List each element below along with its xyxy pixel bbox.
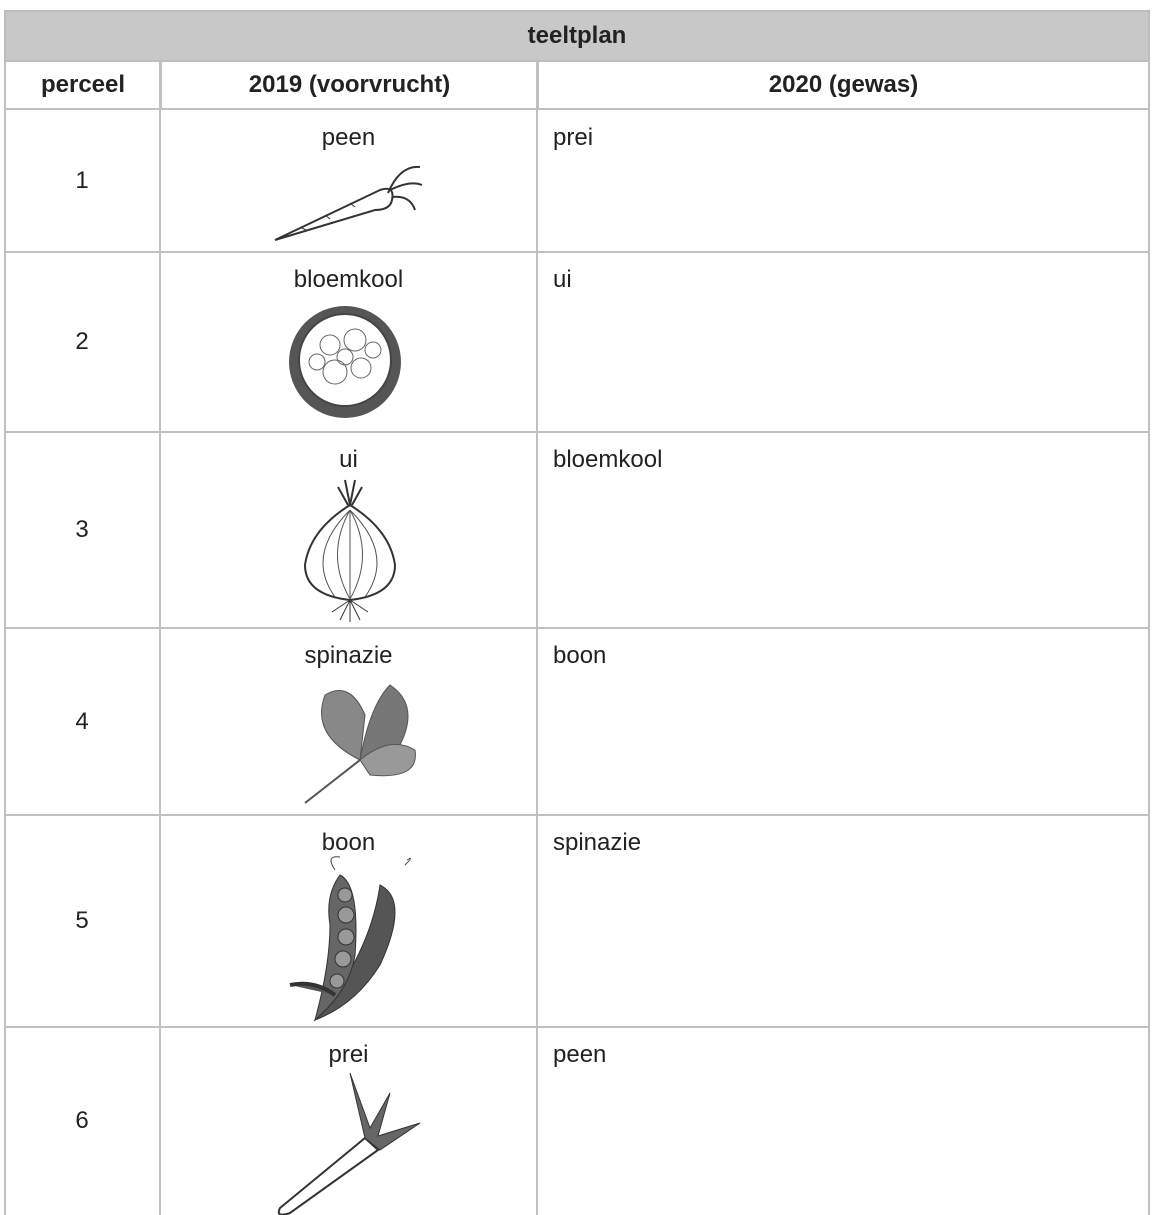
cauliflower-illustration bbox=[285, 300, 405, 425]
plot-number: 6 bbox=[4, 1107, 160, 1135]
spinach-illustration bbox=[300, 675, 425, 805]
page: teeltplan perceel 2019 (voorvrucht) 2020… bbox=[0, 0, 1155, 1215]
border bbox=[4, 62, 6, 1215]
table-title: teeltplan bbox=[4, 10, 1150, 62]
column-header: perceel bbox=[4, 62, 160, 110]
crop: boon bbox=[553, 642, 606, 670]
previous-crop: bloemkool bbox=[160, 266, 537, 294]
crop: bloemkool bbox=[553, 446, 662, 474]
previous-crop: boon bbox=[160, 829, 537, 857]
plot-number: 2 bbox=[4, 328, 160, 356]
crop: ui bbox=[553, 266, 572, 294]
border bbox=[4, 1026, 1150, 1028]
column-header: 2019 (voorvrucht) bbox=[160, 62, 537, 110]
border bbox=[4, 251, 1150, 253]
previous-crop: spinazie bbox=[160, 642, 537, 670]
previous-crop: prei bbox=[160, 1041, 537, 1069]
border bbox=[4, 627, 1150, 629]
crop: spinazie bbox=[553, 829, 641, 857]
plot-number: 3 bbox=[4, 516, 160, 544]
plot-number: 5 bbox=[4, 907, 160, 935]
previous-crop: ui bbox=[160, 446, 537, 474]
leek-illustration bbox=[270, 1068, 430, 1215]
crop: peen bbox=[553, 1041, 606, 1069]
crop: prei bbox=[553, 124, 593, 152]
border bbox=[1148, 62, 1150, 1215]
previous-crop: peen bbox=[160, 124, 537, 152]
plot-number: 4 bbox=[4, 708, 160, 736]
border bbox=[4, 431, 1150, 433]
carrot-illustration bbox=[270, 155, 430, 245]
column-header: 2020 (gewas) bbox=[537, 62, 1150, 110]
border bbox=[4, 814, 1150, 816]
onion-illustration bbox=[290, 475, 410, 625]
bean-illustration bbox=[285, 855, 425, 1025]
plot-number: 1 bbox=[4, 167, 160, 195]
